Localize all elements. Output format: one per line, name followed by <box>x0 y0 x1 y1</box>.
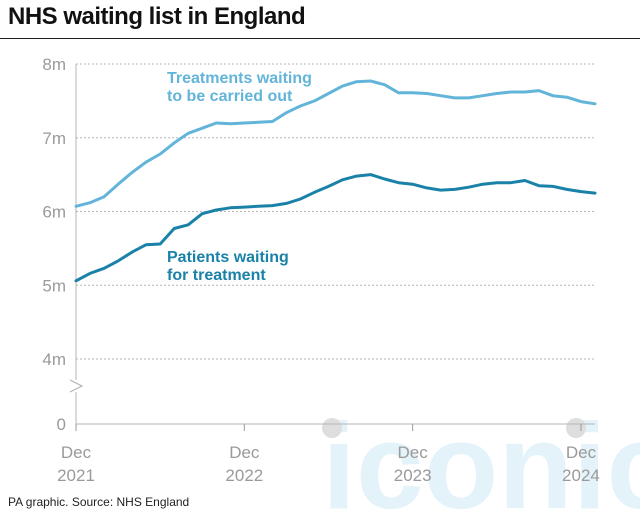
x-tick-year: 2024 <box>562 466 600 485</box>
y-tick-label: 6m <box>42 203 66 222</box>
y-tick-label: 0 <box>57 415 66 434</box>
x-tick-month: Dec <box>61 443 92 462</box>
x-tick-month: Dec <box>566 443 597 462</box>
y-tick-label: 7m <box>42 129 66 148</box>
series-line-patients <box>74 173 597 283</box>
watermark-dot-1 <box>322 418 342 438</box>
y-tick-label: 5m <box>42 276 66 295</box>
watermark-text: iconic <box>322 398 640 517</box>
x-tick-month: Dec <box>229 443 260 462</box>
x-tick-year: 2022 <box>225 466 263 485</box>
series-label-treatments: Treatments waiting to be carried out <box>167 70 312 105</box>
watermark-dot-2 <box>566 418 586 438</box>
x-tick-month: Dec <box>398 443 429 462</box>
iconic-watermark: iconic <box>322 398 640 517</box>
series-label-patients: Patients waiting for treatment <box>167 249 289 284</box>
y-tick-label: 8m <box>42 55 66 74</box>
x-tick-year: 2021 <box>57 466 95 485</box>
x-tick-year: 2023 <box>394 466 432 485</box>
source-footer: PA graphic. Source: NHS England <box>8 495 190 509</box>
chart-title: NHS waiting list in England <box>8 3 306 30</box>
y-tick-label: 4m <box>42 350 66 369</box>
axis-break-mark <box>69 379 84 393</box>
series-line-treatments <box>74 79 597 208</box>
title-divider <box>0 38 640 39</box>
